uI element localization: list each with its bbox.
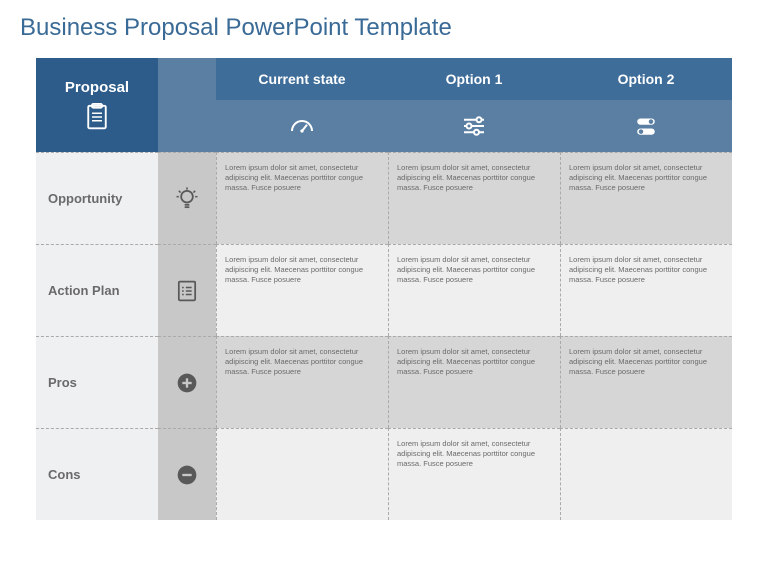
cell-opportunity-2: Lorem ipsum dolor sit amet, consectetur …: [560, 152, 732, 244]
plus-icon-cell: [158, 336, 216, 428]
proposal-header: Proposal: [36, 58, 158, 152]
list-icon: [173, 277, 201, 305]
cell-cons-2: [560, 428, 732, 520]
minus-icon-cell: [158, 428, 216, 520]
cell-pros-2: Lorem ipsum dolor sit amet, consectetur …: [560, 336, 732, 428]
cell-actionplan-2: Lorem ipsum dolor sit amet, consectetur …: [560, 244, 732, 336]
row-label-actionplan: Action Plan: [36, 244, 158, 336]
column-header-2: Option 2: [560, 58, 732, 100]
slide-title: Business Proposal PowerPoint Template: [0, 0, 768, 50]
header-icon-spacer: [158, 100, 216, 152]
gauge-icon: [287, 111, 317, 141]
cell-cons-1: Lorem ipsum dolor sit amet, consectetur …: [388, 428, 560, 520]
list-icon-cell: [158, 244, 216, 336]
cell-opportunity-1: Lorem ipsum dolor sit amet, consectetur …: [388, 152, 560, 244]
row-label-pros: Pros: [36, 336, 158, 428]
header-spacer: [158, 58, 216, 100]
plus-circle-icon: [173, 369, 201, 397]
proposal-table: Proposal Current state Option 1 Option 2…: [36, 58, 732, 520]
proposal-label: Proposal: [65, 79, 129, 96]
row-label-cons: Cons: [36, 428, 158, 520]
gauge-icon-cell: [216, 100, 388, 152]
toggles-icon-cell: [560, 100, 732, 152]
cell-pros-0: Lorem ipsum dolor sit amet, consectetur …: [216, 336, 388, 428]
clipboard-icon: [82, 102, 112, 132]
cell-actionplan-1: Lorem ipsum dolor sit amet, consectetur …: [388, 244, 560, 336]
cell-cons-0: [216, 428, 388, 520]
sliders-icon: [459, 111, 489, 141]
cell-pros-1: Lorem ipsum dolor sit amet, consectetur …: [388, 336, 560, 428]
sliders-icon-cell: [388, 100, 560, 152]
cell-actionplan-0: Lorem ipsum dolor sit amet, consectetur …: [216, 244, 388, 336]
slide: Business Proposal PowerPoint Template Pr…: [0, 0, 768, 576]
column-header-0: Current state: [216, 58, 388, 100]
cell-opportunity-0: Lorem ipsum dolor sit amet, consectetur …: [216, 152, 388, 244]
row-label-opportunity: Opportunity: [36, 152, 158, 244]
column-header-1: Option 1: [388, 58, 560, 100]
toggle-icon: [631, 111, 661, 141]
lightbulb-icon: [173, 185, 201, 213]
minus-circle-icon: [173, 461, 201, 489]
lightbulb-icon-cell: [158, 152, 216, 244]
